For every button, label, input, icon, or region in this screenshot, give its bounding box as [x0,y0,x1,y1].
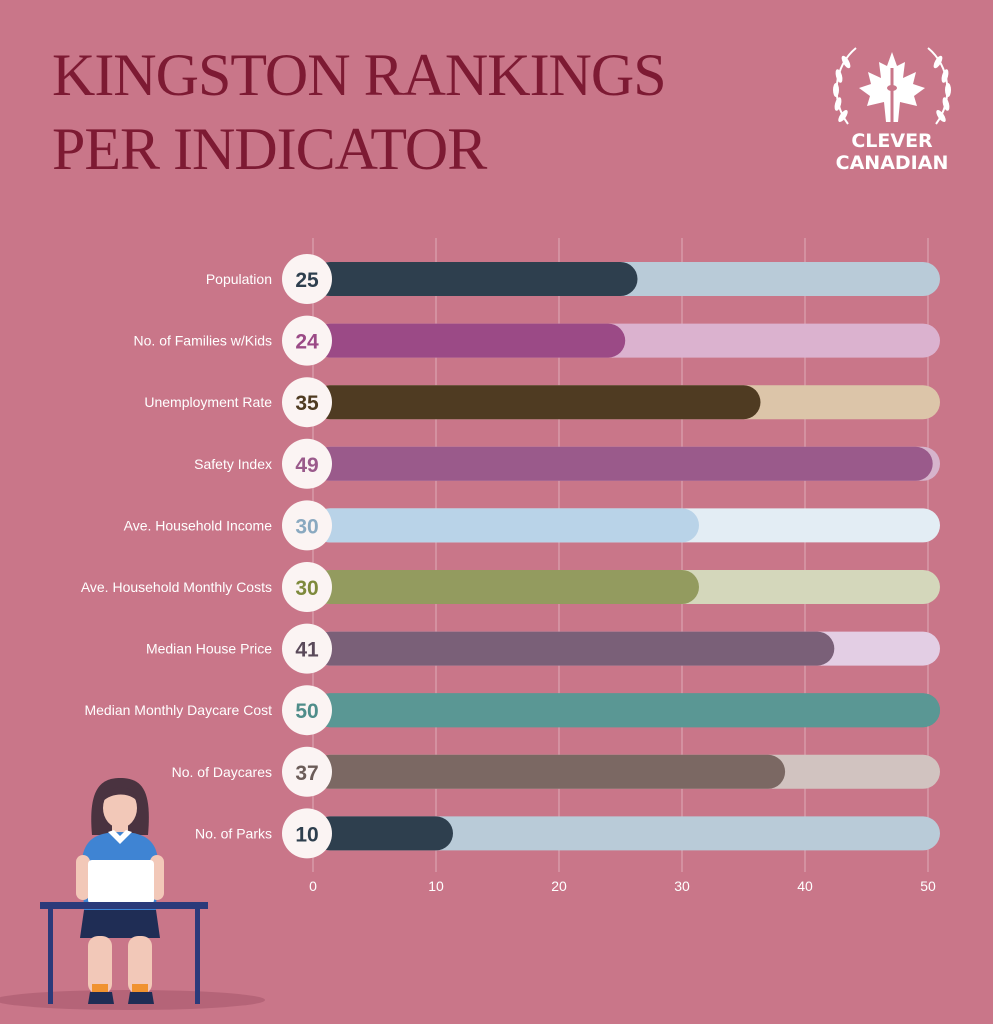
value-bubble [282,685,332,736]
x-tick-label: 40 [797,878,813,894]
x-axis-ticks: 0 10 20 30 40 50 [309,878,936,894]
logo-text: CLEVER CANADIAN [826,130,958,174]
value-bubble [282,623,332,674]
category-label: Ave. Household Monthly Costs [81,579,272,595]
logo-text-line-2: CANADIAN [835,152,949,174]
value-bubble [282,254,332,304]
x-tick-label: 0 [309,878,317,894]
value-bubble [282,438,332,489]
chart-title: KINGSTON RANKINGS PER INDICATOR [52,38,667,186]
clever-canadian-logo-icon [833,47,951,125]
category-label: Median Monthly Daycare Cost [84,702,272,718]
person-at-laptop-illustration [0,778,265,1010]
bar [313,816,453,851]
value-bubbles: 25 24 35 49 30 30 41 50 37 10 [282,254,332,859]
data-label: 30 [295,515,318,538]
chart-title-line-2: PER INDICATOR [52,116,487,182]
bar [313,262,638,296]
value-bubble [282,746,332,797]
value-bubble [282,377,332,428]
bar [313,446,933,481]
value-bubble [282,562,332,612]
data-label: 49 [295,454,318,477]
category-label: No. of Parks [195,825,272,841]
x-tick-label: 20 [551,878,567,894]
value-bubble [282,500,332,551]
data-label: 10 [295,823,318,846]
bar-track [313,816,940,851]
data-label: 37 [295,762,318,785]
data-label: 50 [295,700,318,723]
bar [313,385,761,420]
category-label: Unemployment Rate [144,394,272,410]
category-label: No. of Families w/Kids [134,333,272,349]
category-label: Median House Price [146,641,272,657]
data-label: 25 [295,269,319,292]
bars [313,262,940,851]
value-bubble [282,315,332,366]
category-labels: Population No. of Families w/Kids Unemploy… [81,271,272,841]
bar [313,693,940,728]
x-tick-label: 10 [428,878,444,894]
category-label: Safety Index [194,456,272,472]
category-label: Population [206,271,272,287]
logo-text-line-1: CLEVER [851,130,933,152]
value-bubble [282,808,332,859]
data-label: 35 [295,392,319,415]
bar [313,754,786,789]
chart-title-line-1: KINGSTON RANKINGS [52,42,667,108]
category-label: Ave. Household Income [124,517,273,533]
bar [313,631,835,666]
data-label: 30 [295,577,318,600]
bar [313,323,626,358]
x-tick-label: 30 [674,878,690,894]
category-label: No. of Daycares [172,764,272,780]
bar [313,570,699,604]
data-label: 24 [295,331,319,354]
data-label: 41 [295,639,319,662]
x-tick-label: 50 [920,878,936,894]
bar [313,508,699,543]
